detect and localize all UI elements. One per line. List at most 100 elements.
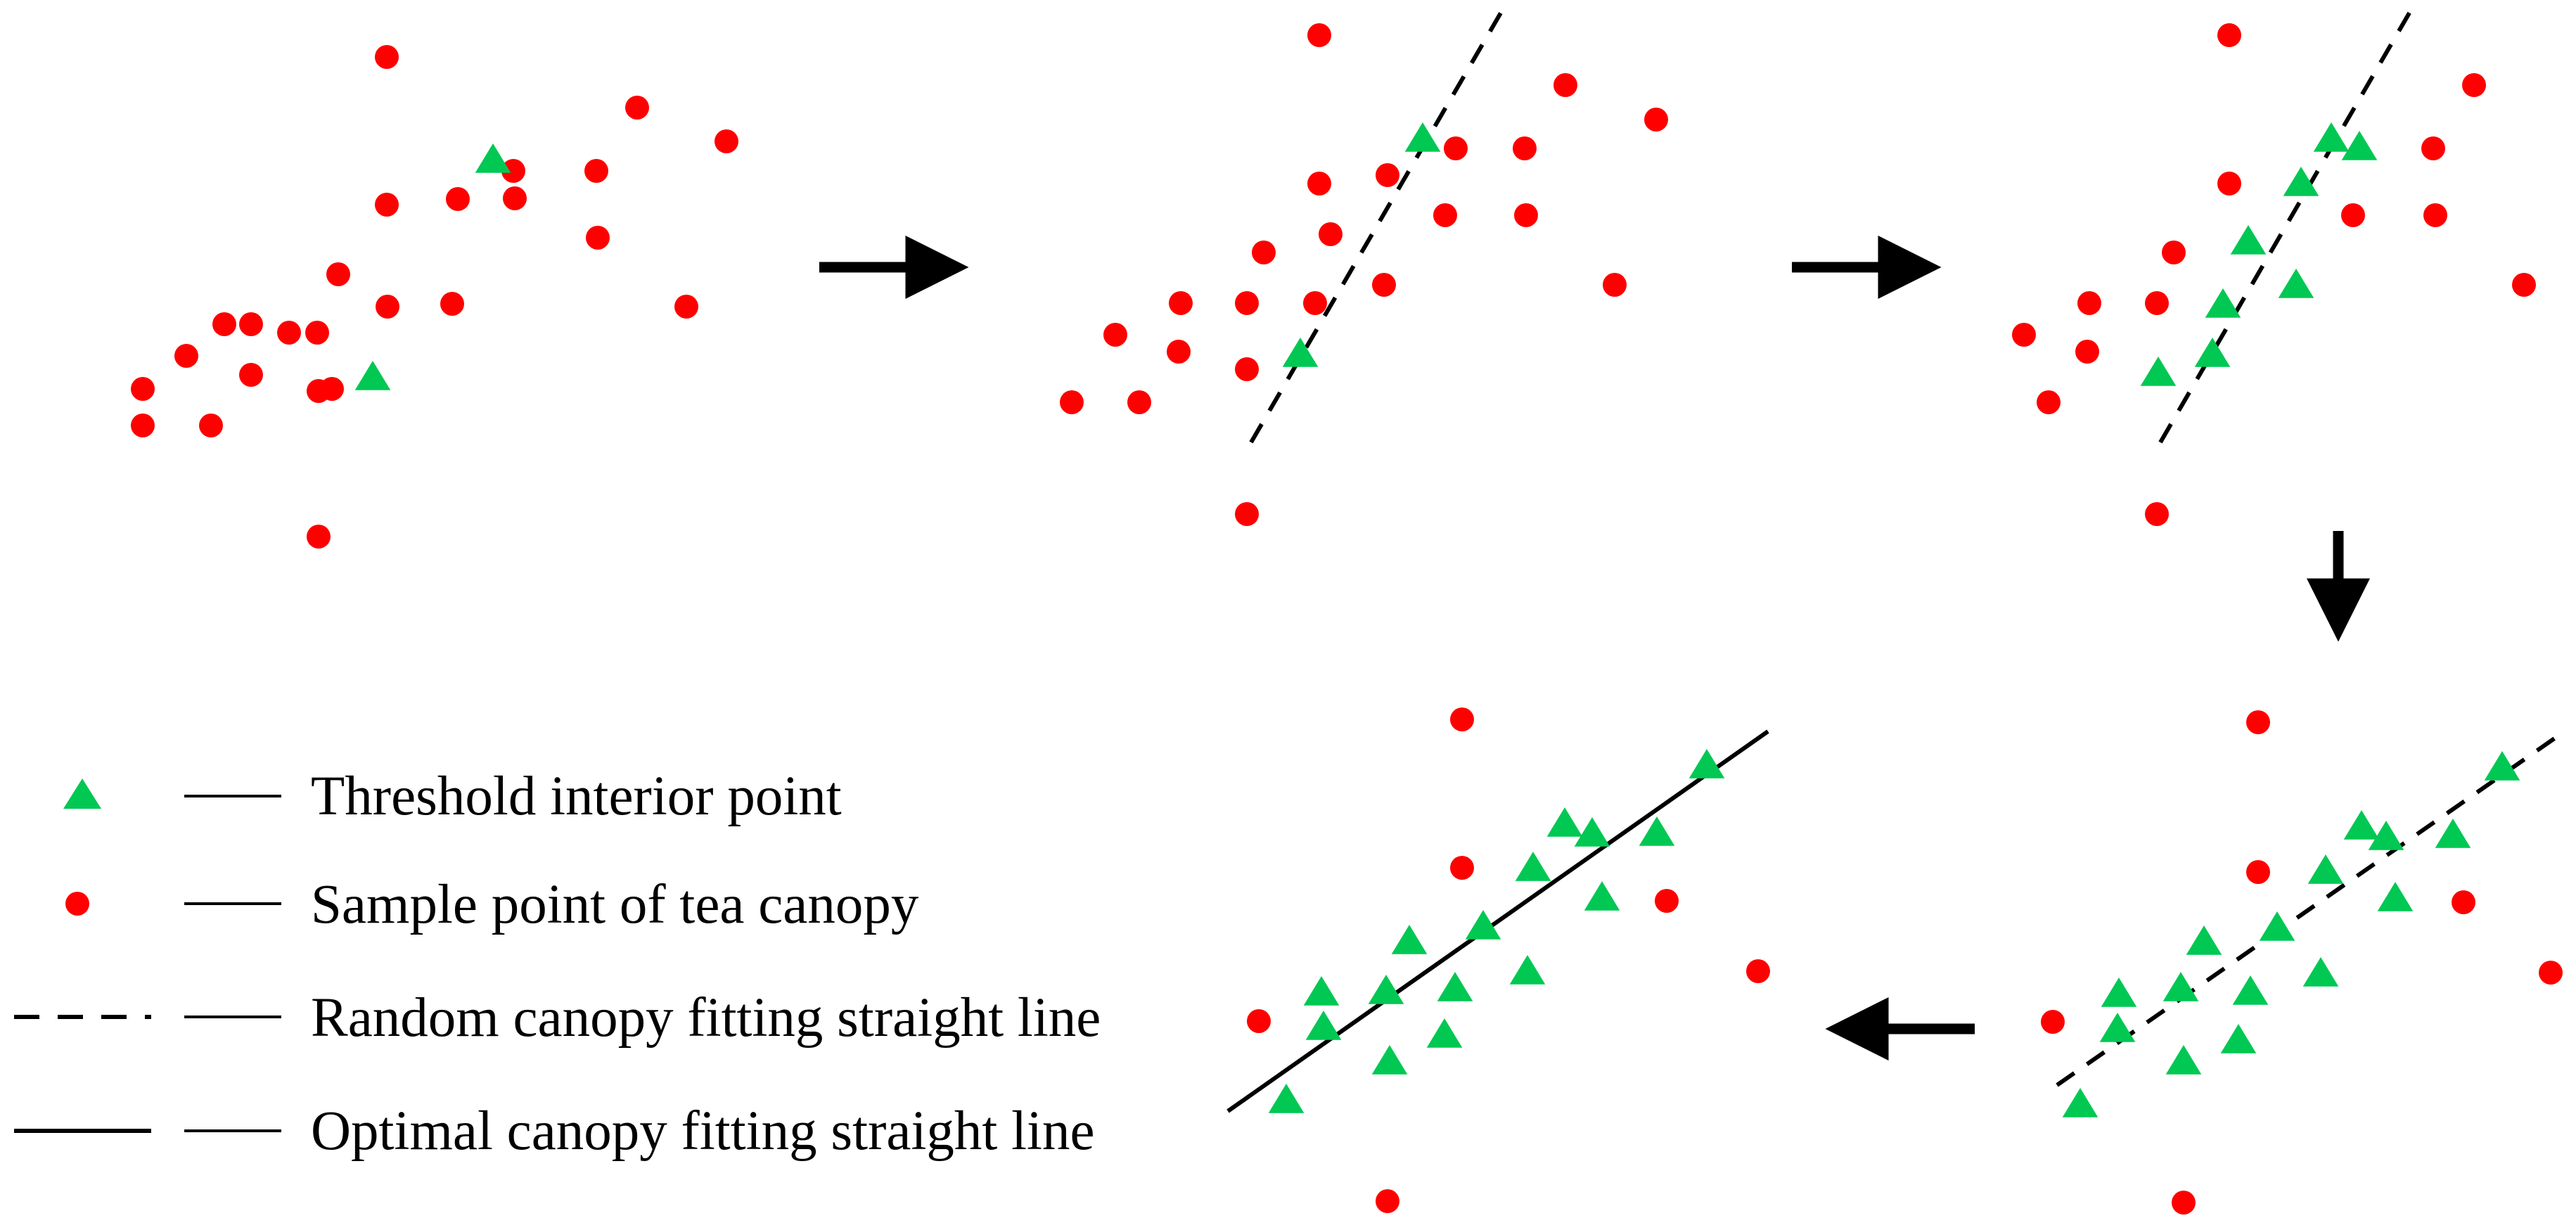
sample-point	[625, 96, 649, 120]
inlier-point	[2343, 810, 2380, 840]
sample-point	[1103, 323, 1127, 347]
inlier-point	[1546, 807, 1583, 837]
sample-point	[376, 295, 399, 319]
inlier-point	[2307, 854, 2344, 884]
sample-point	[1603, 273, 1627, 297]
sample-point	[1307, 23, 1331, 47]
inlier-point	[2220, 1024, 2257, 1053]
inlier-point	[1437, 972, 1473, 1001]
sample-point	[1127, 390, 1151, 414]
sample-point	[2037, 390, 2061, 414]
sample-point	[2512, 273, 2536, 297]
sample-point	[2421, 136, 2445, 160]
sample-point	[1303, 291, 1327, 315]
sample-point	[2172, 1191, 2196, 1215]
sample-point	[1746, 959, 1770, 983]
inlier-point	[2278, 269, 2314, 298]
sample-point	[2145, 291, 2169, 315]
legend: Threshold interior point Sample point of…	[14, 766, 1101, 1162]
sample-point	[2217, 172, 2241, 196]
inlier-point	[1689, 749, 1725, 779]
sample-point	[2423, 203, 2447, 227]
sample-point	[1444, 136, 1468, 160]
inlier-point	[2186, 925, 2222, 955]
legend-label: Optimal canopy fitting straight line	[311, 1101, 1095, 1162]
sample-point	[307, 379, 331, 403]
inlier-point	[1268, 1084, 1305, 1113]
sample-point	[1372, 273, 1396, 297]
sample-point	[375, 45, 399, 69]
legend-item-sample-point: Sample point of tea canopy	[65, 874, 919, 935]
sample-point	[501, 159, 525, 183]
sample-point	[199, 414, 223, 437]
inlier-point	[2377, 882, 2414, 911]
legend-label: Sample point of tea canopy	[311, 874, 919, 935]
sample-point	[503, 186, 527, 210]
sample-point	[446, 187, 470, 211]
sample-point	[212, 312, 236, 336]
inlier-point	[2062, 1088, 2098, 1117]
sample-point	[2217, 23, 2241, 47]
sample-point	[2041, 1010, 2065, 1034]
sample-point	[2246, 710, 2270, 734]
sample-point	[2539, 961, 2563, 985]
sample-point	[1433, 203, 1457, 227]
sample-point	[1235, 291, 1259, 315]
sample-point	[239, 363, 263, 387]
inlier-point	[1368, 975, 1404, 1004]
sample-point	[1319, 222, 1343, 246]
sample-point	[1235, 357, 1259, 381]
sample-point	[584, 159, 608, 183]
sample-point	[1247, 1009, 1271, 1033]
sample-point	[674, 295, 698, 319]
inlier-point	[354, 361, 391, 390]
sample-point	[1060, 390, 1084, 414]
inlier-point	[1371, 1045, 1408, 1075]
inlier-point	[2099, 1013, 2136, 1042]
random-fit-line	[2158, 9, 2413, 444]
inlier-point	[1515, 852, 1551, 881]
inlier-point	[2140, 357, 2177, 386]
sample-point	[1514, 203, 1538, 227]
flow-arrows	[819, 236, 2370, 1061]
sample-point	[1307, 172, 1331, 196]
inlier-point	[1465, 910, 1501, 940]
inlier-point	[1391, 925, 1428, 954]
sample-point	[715, 129, 738, 153]
inlier-point	[1639, 816, 1675, 846]
legend-triangle-symbol	[63, 779, 101, 809]
legend-label: Random canopy fitting straight line	[311, 987, 1101, 1049]
random-fit-line	[1249, 9, 1504, 444]
sample-point	[2012, 323, 2036, 347]
sample-point	[1167, 340, 1191, 364]
inlier-point	[2162, 972, 2199, 1001]
sample-point	[2462, 73, 2486, 97]
sample-point	[307, 525, 331, 549]
inlier-point	[2205, 288, 2241, 318]
panels	[131, 9, 2563, 1215]
inlier-point	[1282, 338, 1319, 367]
sample-point	[305, 321, 329, 345]
sample-point	[1644, 108, 1668, 132]
sample-point	[131, 377, 155, 401]
sample-point	[1376, 163, 1399, 187]
sample-point	[1513, 136, 1537, 160]
inlier-point	[2368, 821, 2404, 850]
inlier-point	[1509, 955, 1546, 985]
inlier-point	[1404, 122, 1441, 152]
sample-point	[1450, 856, 1474, 880]
sample-point	[277, 321, 301, 345]
sample-point	[1655, 889, 1679, 913]
sample-point	[2341, 203, 2365, 227]
inlier-point	[475, 143, 511, 173]
sample-point	[1252, 241, 1276, 264]
panel-1-initial-samples	[131, 45, 738, 549]
inlier-point	[2232, 975, 2269, 1005]
sample-point	[174, 344, 198, 368]
inlier-point	[2435, 819, 2471, 848]
sample-point	[1376, 1189, 1399, 1213]
inlier-point	[2313, 122, 2350, 152]
sample-point	[2162, 241, 2186, 264]
panel-4-refit	[2041, 710, 2563, 1215]
